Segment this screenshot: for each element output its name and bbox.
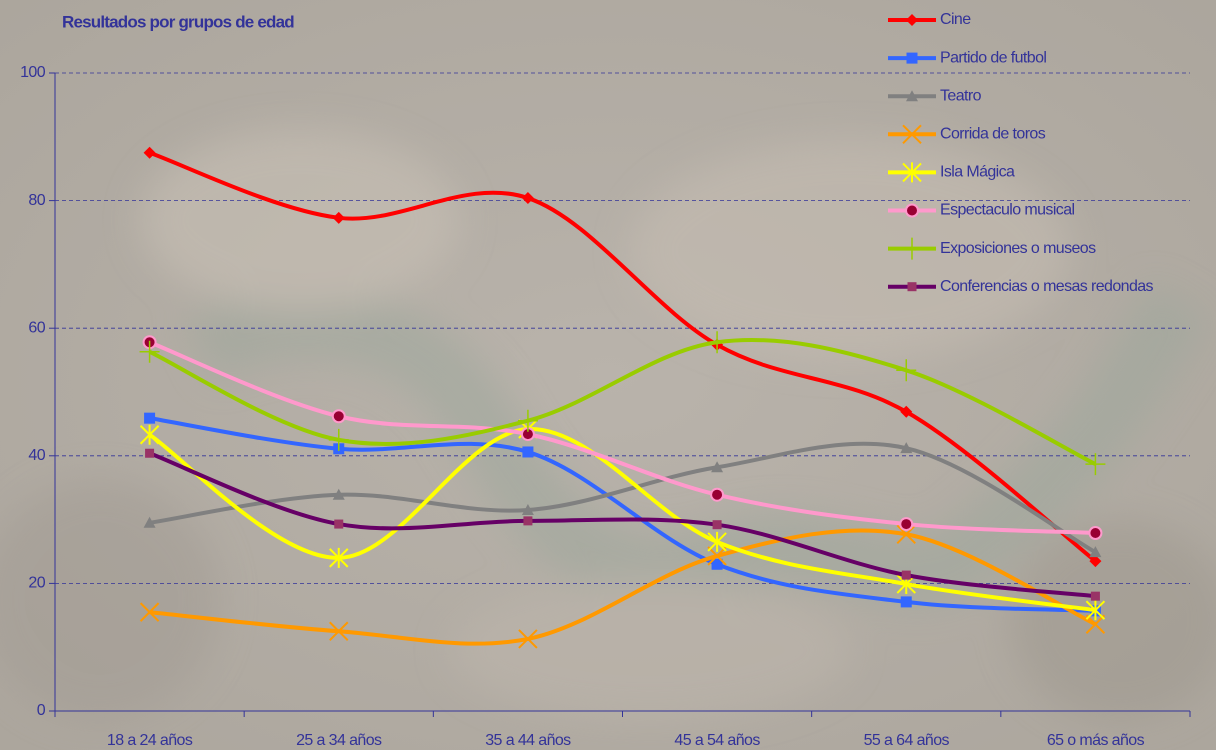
marker bbox=[523, 516, 532, 525]
legend-label: Exposiciones o museos bbox=[940, 240, 1096, 257]
marker bbox=[334, 520, 343, 529]
marker bbox=[901, 596, 912, 607]
y-tick-label: 0 bbox=[37, 702, 46, 719]
x-tick-label: 18 a 24 años bbox=[107, 732, 193, 749]
legend-label: Espectaculo musical bbox=[940, 202, 1074, 219]
marker bbox=[900, 518, 912, 530]
chart-title: Resultados por grupos de edad bbox=[62, 12, 294, 31]
marker bbox=[522, 446, 533, 457]
marker bbox=[908, 282, 917, 291]
x-tick-label: 25 a 34 años bbox=[296, 732, 382, 749]
marker bbox=[1089, 527, 1101, 539]
legend-label: Corrida de toros bbox=[940, 126, 1046, 143]
marker bbox=[144, 413, 155, 424]
marker bbox=[333, 410, 345, 422]
y-tick-label: 60 bbox=[28, 319, 45, 336]
legend-label: Isla Mágica bbox=[940, 164, 1015, 181]
marker bbox=[145, 449, 154, 458]
marker bbox=[902, 571, 911, 580]
marker bbox=[906, 205, 918, 217]
legend-label: Teatro bbox=[940, 87, 982, 104]
marker bbox=[907, 53, 918, 64]
x-tick-label: 45 a 54 años bbox=[674, 732, 760, 749]
y-tick-label: 20 bbox=[28, 575, 45, 592]
x-tick-label: 35 a 44 años bbox=[485, 732, 571, 749]
marker bbox=[713, 520, 722, 529]
legend-label: Cine bbox=[940, 11, 971, 28]
legend-label: Partido de futbol bbox=[940, 49, 1046, 66]
y-tick-label: 40 bbox=[28, 447, 45, 464]
page: Resultados por grupos de edad 0 20 40 60 80 1… bbox=[0, 0, 1216, 750]
marker bbox=[1091, 592, 1100, 601]
chart: Resultados por grupos de edad 0 20 40 60 80 1… bbox=[0, 0, 1216, 750]
y-tick-label: 100 bbox=[20, 64, 46, 81]
legend-label: Conferencias o mesas redondas bbox=[940, 278, 1154, 295]
y-tick-label: 80 bbox=[28, 192, 45, 209]
marker bbox=[711, 489, 723, 501]
x-tick-label: 65 o más años bbox=[1047, 732, 1145, 749]
x-tick-label: 55 a 64 años bbox=[864, 732, 950, 749]
